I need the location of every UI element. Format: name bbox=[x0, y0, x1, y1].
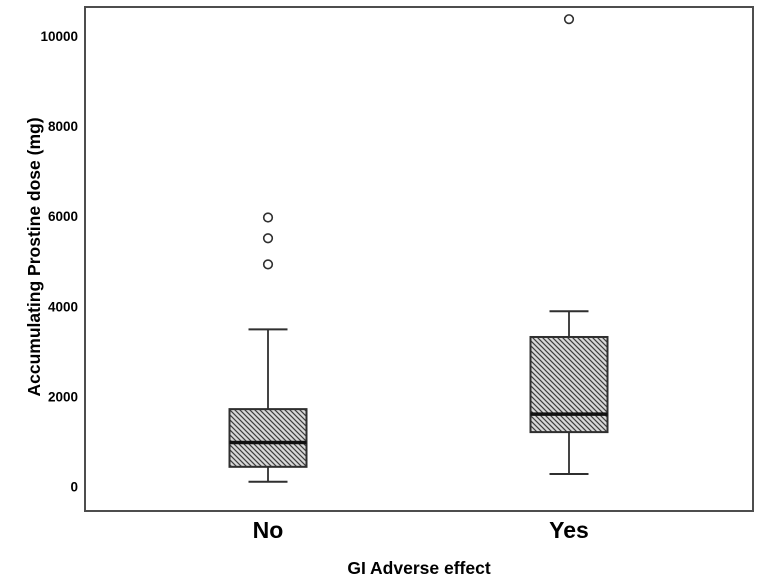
y-tick-label: 2000 bbox=[48, 389, 78, 404]
outlier-point bbox=[563, 14, 575, 25]
category-label-yes: Yes bbox=[549, 517, 589, 543]
y-tick-label: 6000 bbox=[48, 209, 78, 224]
y-axis-title: Accumulating Prostine dose (mg) bbox=[24, 117, 44, 396]
y-tick-label: 4000 bbox=[48, 299, 78, 314]
y-tick-label: 8000 bbox=[48, 119, 78, 134]
iqr-box bbox=[529, 335, 609, 434]
iqr-box bbox=[228, 408, 308, 468]
outlier-point bbox=[262, 212, 274, 223]
boxplot-no bbox=[228, 212, 308, 483]
x-axis-title: GI Adverse effect bbox=[347, 558, 490, 578]
outlier-point bbox=[262, 259, 274, 270]
outlier-point bbox=[262, 233, 274, 244]
y-axis-tick-labels: 0 2000 4000 6000 8000 10000 bbox=[40, 29, 78, 495]
y-tick-label: 0 bbox=[70, 480, 78, 495]
plot-frame bbox=[84, 6, 754, 512]
boxplots bbox=[228, 14, 609, 483]
y-tick-label: 10000 bbox=[40, 29, 78, 44]
boxplot-yes bbox=[529, 14, 609, 476]
category-label-no: No bbox=[253, 517, 284, 543]
